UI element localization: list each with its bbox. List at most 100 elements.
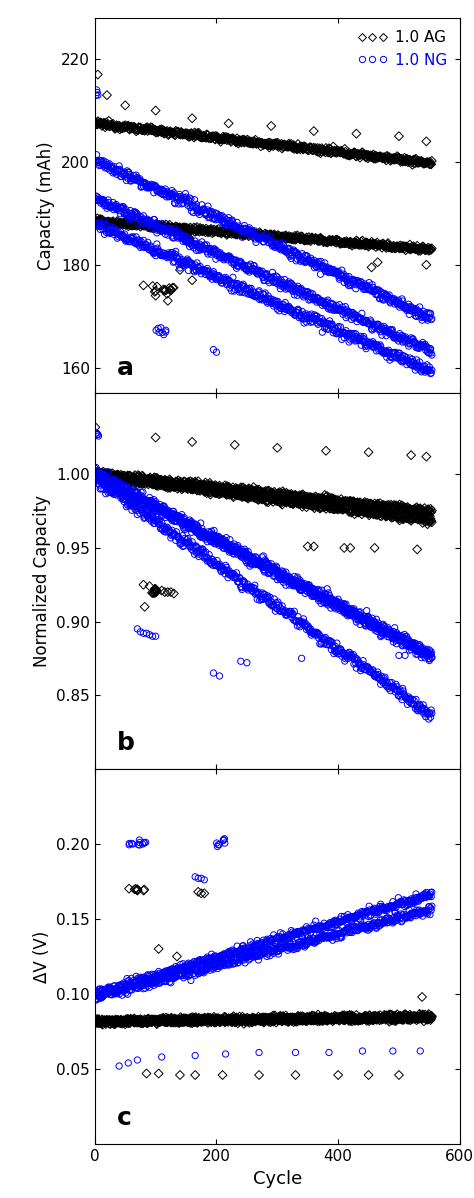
- Point: [153, 218, 160, 237]
- Point: [171, 219, 178, 238]
- Point: [362, 147, 369, 167]
- Point: [137, 468, 144, 488]
- Point: [252, 585, 259, 604]
- Point: [166, 218, 174, 237]
- Point: [332, 1006, 339, 1025]
- Point: [217, 946, 225, 966]
- Point: [404, 908, 411, 927]
- Point: [199, 950, 207, 969]
- Point: [369, 1008, 376, 1027]
- Point: [210, 521, 218, 540]
- Point: [202, 1012, 210, 1031]
- Point: [331, 301, 338, 320]
- Point: [361, 145, 369, 164]
- Point: [426, 703, 433, 722]
- Point: [365, 1065, 372, 1084]
- Point: [109, 470, 116, 489]
- Point: [400, 150, 408, 169]
- Point: [220, 250, 228, 270]
- Point: [112, 468, 120, 488]
- Point: [150, 216, 157, 235]
- Point: [233, 276, 240, 295]
- Point: [401, 634, 409, 653]
- Point: [199, 128, 206, 147]
- Point: [336, 231, 343, 250]
- Point: [230, 250, 237, 270]
- Point: [201, 1008, 209, 1027]
- Point: [136, 830, 143, 849]
- Point: [373, 232, 381, 252]
- Point: [325, 926, 332, 945]
- Point: [216, 223, 224, 242]
- Point: [207, 204, 214, 223]
- Point: [174, 1011, 182, 1030]
- Point: [143, 216, 150, 235]
- Point: [217, 533, 225, 552]
- Point: [361, 503, 369, 522]
- Point: [400, 509, 408, 528]
- Point: [386, 624, 393, 643]
- Point: [356, 907, 364, 926]
- Point: [245, 1011, 253, 1030]
- Point: [405, 304, 413, 323]
- Point: [258, 264, 265, 283]
- Point: [384, 506, 392, 525]
- Point: [148, 583, 156, 603]
- Point: [338, 301, 346, 320]
- Point: [401, 686, 409, 706]
- Point: [229, 1009, 237, 1028]
- Point: [364, 1009, 371, 1028]
- Point: [147, 470, 155, 489]
- Point: [393, 349, 401, 368]
- Point: [275, 138, 283, 157]
- Point: [113, 465, 121, 484]
- Point: [215, 477, 223, 496]
- Point: [274, 484, 282, 503]
- Point: [262, 225, 270, 244]
- Point: [210, 479, 217, 498]
- Point: [309, 229, 316, 248]
- Point: [128, 119, 135, 138]
- Point: [269, 236, 276, 255]
- Point: [423, 640, 431, 659]
- Point: [323, 141, 331, 161]
- Point: [340, 922, 347, 942]
- Point: [411, 307, 419, 326]
- Point: [207, 483, 215, 502]
- Point: [425, 501, 433, 520]
- Point: [275, 595, 283, 615]
- Point: [383, 908, 391, 927]
- Point: [125, 116, 132, 135]
- Point: [113, 1014, 121, 1033]
- Point: [256, 264, 264, 283]
- Point: [258, 133, 265, 152]
- Point: [382, 496, 389, 515]
- Point: [170, 1014, 177, 1033]
- Point: [183, 533, 191, 552]
- Point: [100, 1012, 108, 1031]
- Point: [230, 537, 237, 556]
- Point: [218, 952, 225, 972]
- Point: [415, 1009, 422, 1028]
- Point: [147, 121, 155, 140]
- Point: [418, 362, 425, 381]
- Point: [211, 556, 219, 575]
- Point: [340, 645, 348, 664]
- Point: [326, 1010, 333, 1029]
- Point: [421, 1008, 428, 1027]
- Point: [377, 507, 385, 526]
- Point: [146, 978, 153, 997]
- Point: [144, 177, 152, 196]
- Point: [93, 1014, 100, 1033]
- Point: [368, 282, 375, 301]
- Point: [99, 213, 107, 232]
- Point: [271, 563, 278, 582]
- Point: [376, 1009, 383, 1028]
- Point: [371, 334, 378, 353]
- Point: [358, 902, 365, 921]
- Point: [100, 476, 108, 495]
- Point: [293, 936, 301, 955]
- Point: [355, 328, 363, 347]
- Point: [177, 955, 184, 974]
- Point: [361, 660, 368, 679]
